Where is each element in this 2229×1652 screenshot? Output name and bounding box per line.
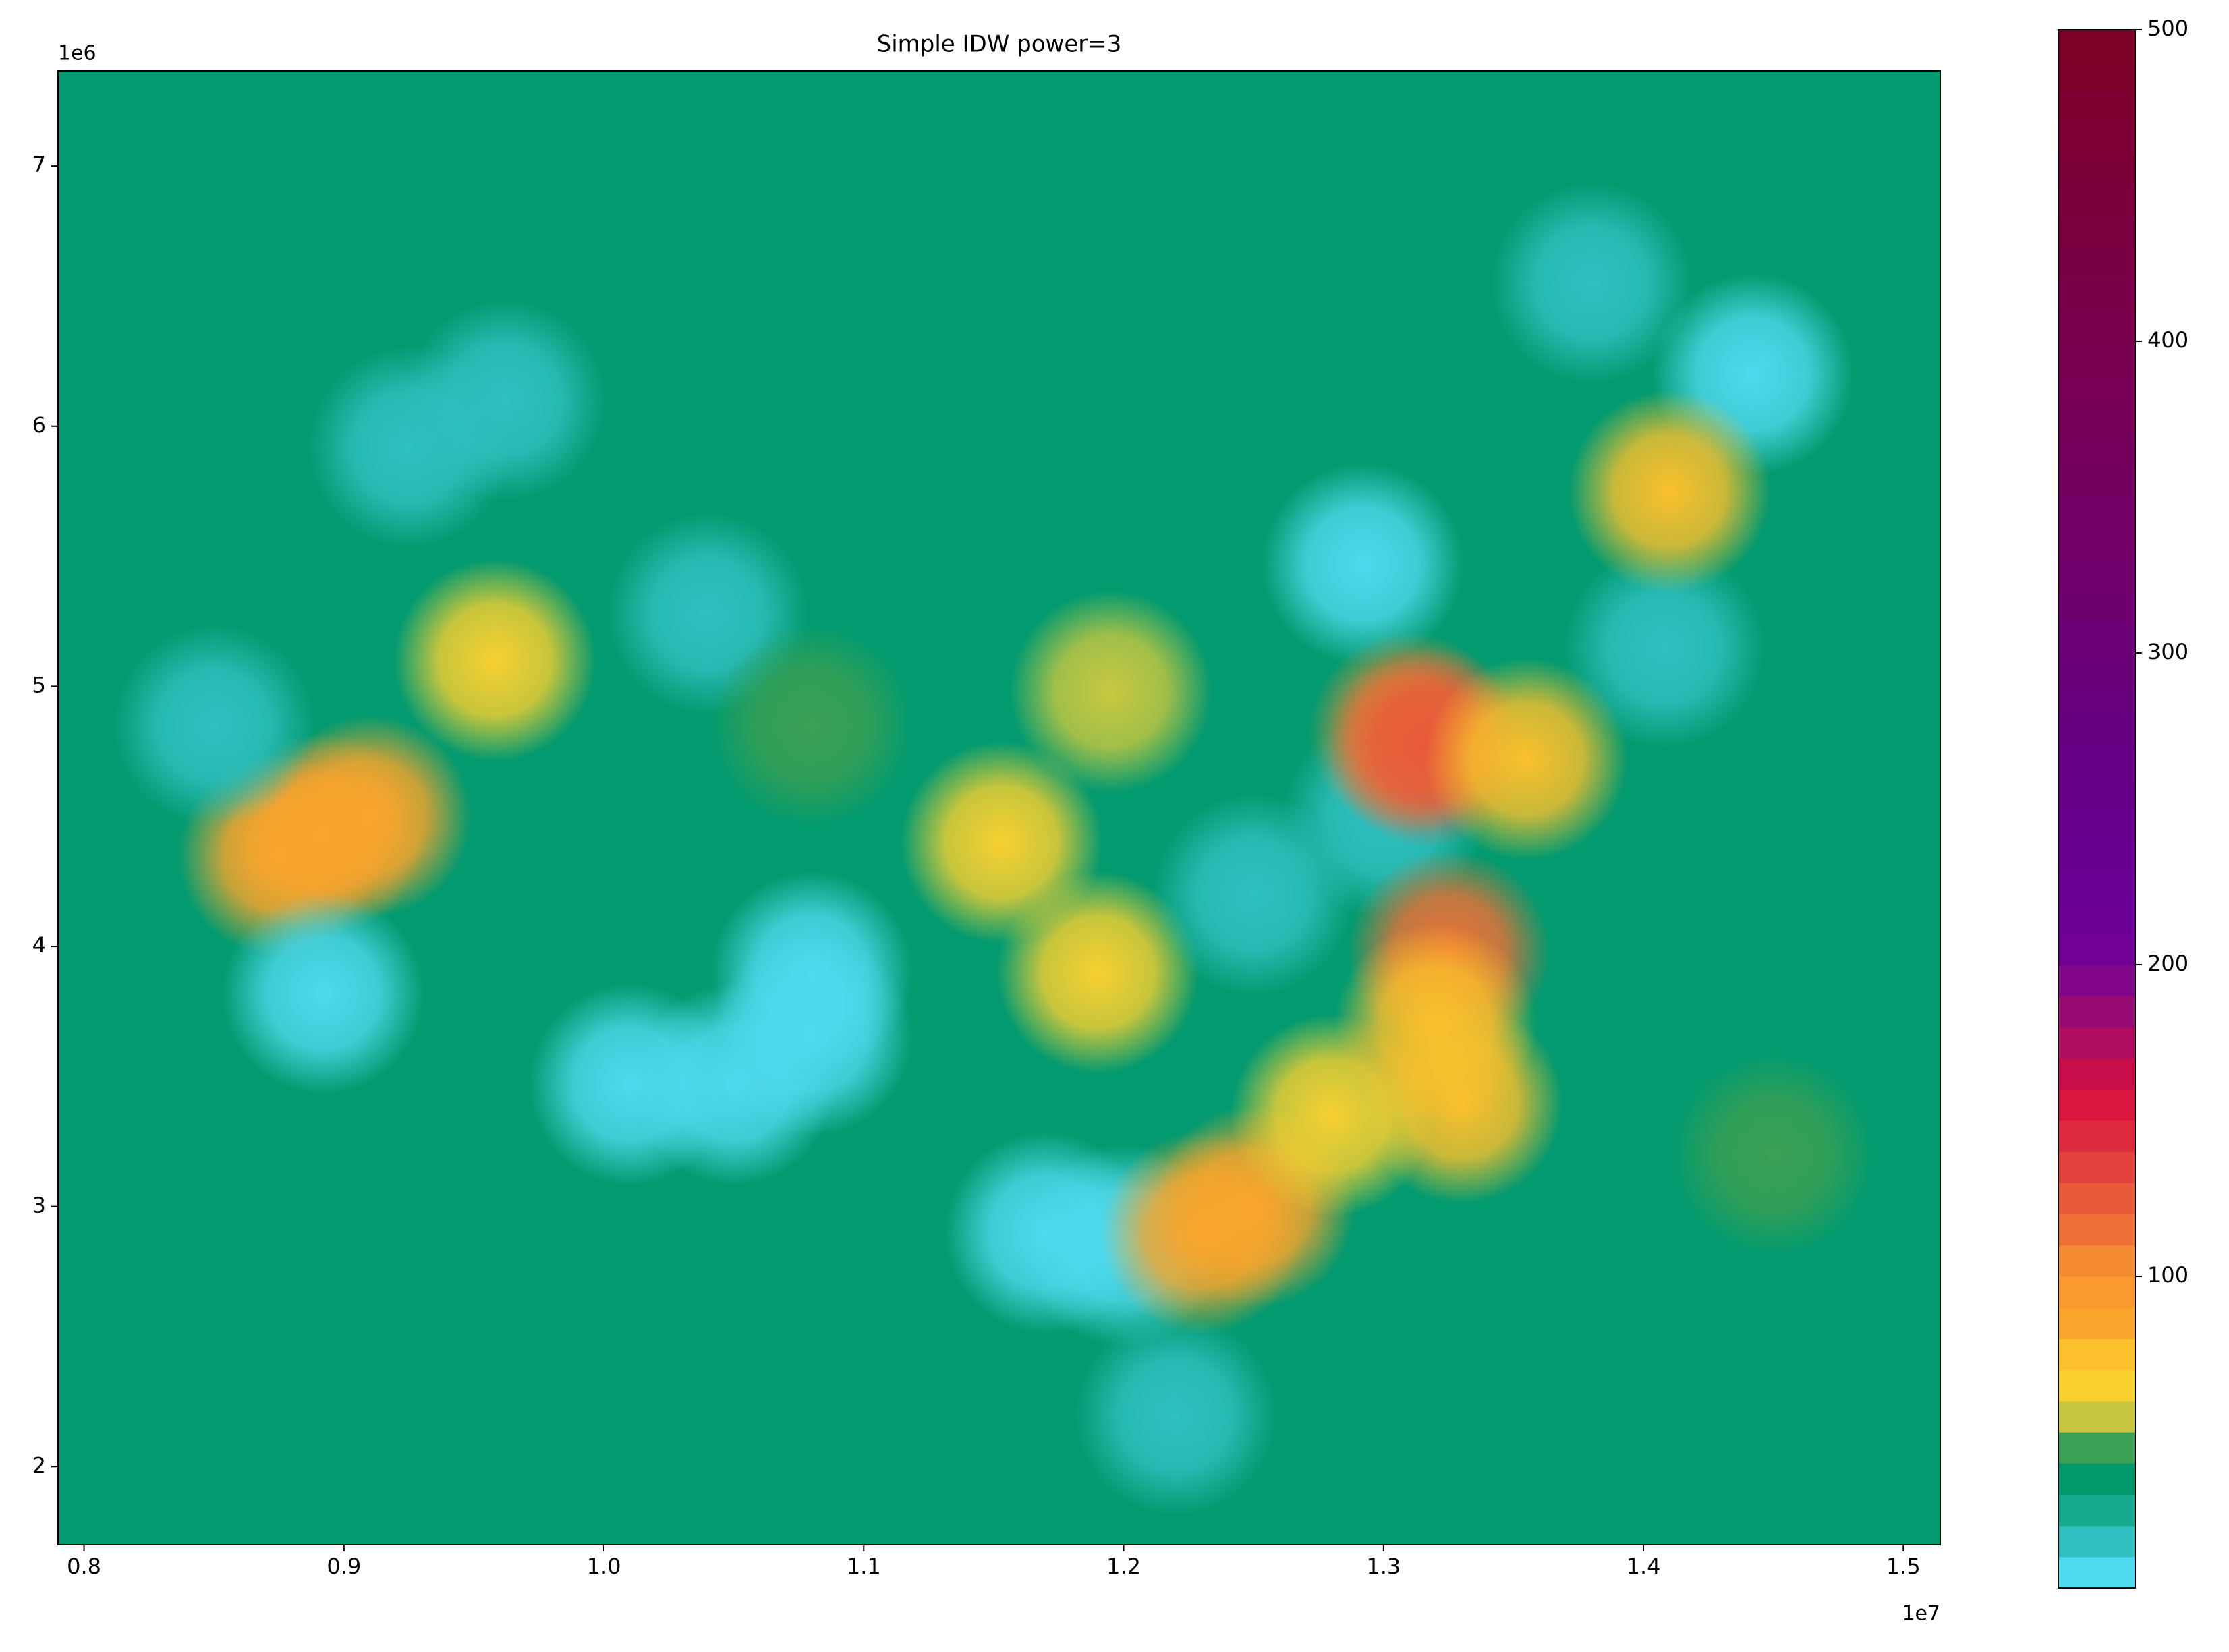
- colorbar-band: [2058, 1494, 2135, 1527]
- plot-frame: [57, 70, 1941, 1545]
- data-point: [1334, 923, 1537, 1126]
- y-tick-label: 2: [32, 1452, 46, 1478]
- colorbar-band: [2058, 434, 2135, 467]
- colorbar-band: [2058, 653, 2135, 685]
- colorbar-band: [2058, 372, 2135, 404]
- colorbar-band: [2058, 217, 2135, 248]
- colorbar-band: [2058, 1369, 2135, 1402]
- colorbar-band: [2058, 1151, 2135, 1183]
- colorbar-band: [2058, 1089, 2135, 1121]
- colorbar-band: [2058, 1307, 2135, 1339]
- colorbar-band: [2058, 809, 2135, 841]
- colorbar-band: [2058, 715, 2135, 747]
- colorbar-band: [2058, 1276, 2135, 1308]
- colorbar-band: [2058, 465, 2135, 498]
- colorbar-tick-label: 500: [2147, 16, 2189, 41]
- data-point: [393, 559, 596, 762]
- colorbar-band: [2058, 590, 2135, 623]
- colorbar-band: [2058, 154, 2135, 186]
- data-point: [1490, 181, 1693, 384]
- colorbar-band: [2058, 92, 2135, 124]
- data-point: [1152, 793, 1355, 996]
- colorbar-band: [2058, 1245, 2135, 1277]
- colorbar-band: [2058, 1183, 2135, 1215]
- colorbar-band: [2058, 123, 2135, 155]
- contour-field: [113, 181, 1875, 1516]
- y-tick-label: 5: [32, 672, 46, 697]
- data-point: [1562, 546, 1766, 749]
- colorbar-band: [2058, 840, 2135, 872]
- colorbar-band: [2058, 1058, 2135, 1090]
- chart-title: Simple IDW power=3: [877, 31, 1122, 58]
- colorbar-band: [2058, 902, 2135, 934]
- colorbar-band: [2058, 965, 2135, 996]
- x-tick-label: 1.0: [587, 1554, 621, 1579]
- data-point: [710, 624, 913, 827]
- colorbar-band: [2058, 996, 2135, 1027]
- colorbar-band: [2058, 341, 2135, 373]
- colorbar-band: [2058, 559, 2135, 592]
- data-point: [221, 892, 424, 1095]
- colorbar-band: [2058, 279, 2135, 311]
- y-tick-label: 7: [32, 152, 46, 177]
- colorbar-band: [2058, 528, 2135, 560]
- data-point: [1009, 590, 1212, 793]
- colorbar-band: [2058, 403, 2135, 436]
- x-tick-label: 0.8: [67, 1554, 101, 1579]
- colorbar-band: [2058, 1432, 2135, 1464]
- colorbar-frame: [2058, 29, 2136, 1589]
- x-offset-label: 1e7: [1902, 1602, 1940, 1626]
- colorbar-tick-label: 200: [2147, 950, 2189, 976]
- x-tick-label: 1.1: [847, 1554, 881, 1579]
- colorbar-band: [2058, 777, 2135, 809]
- x-tick-label: 1.4: [1627, 1554, 1661, 1579]
- colorbar-tick-label: 300: [2147, 639, 2189, 664]
- data-point: [1672, 1053, 1875, 1256]
- colorbar-band: [2058, 1214, 2135, 1246]
- data-point: [1425, 658, 1628, 861]
- data-point: [1074, 1313, 1277, 1516]
- data-point: [269, 715, 472, 918]
- x-tick-label: 1.5: [1886, 1554, 1921, 1579]
- colorbar-band: [2058, 61, 2135, 92]
- colorbar-band: [2058, 746, 2135, 778]
- y-tick-label: 3: [32, 1193, 46, 1218]
- colorbar-band: [2058, 621, 2135, 654]
- colorbar-band: [2058, 497, 2135, 529]
- x-tick-label: 1.3: [1366, 1554, 1401, 1579]
- y-tick-label: 4: [32, 932, 46, 958]
- x-tick-label: 1.2: [1106, 1554, 1141, 1579]
- colorbar-tick-label: 100: [2147, 1262, 2189, 1288]
- data-point: [710, 871, 913, 1074]
- colorbar-band: [2058, 1027, 2135, 1059]
- colorbar-band: [2058, 871, 2135, 903]
- y-offset-label: 1e6: [58, 42, 96, 65]
- colorbar-band: [2058, 933, 2135, 965]
- data-point: [1261, 463, 1464, 666]
- data-point: [1568, 390, 1771, 593]
- colorbar-band: [2058, 1338, 2135, 1371]
- y-tick-label: 6: [32, 412, 46, 438]
- colorbar-band: [2058, 1120, 2135, 1152]
- colorbar-tick-label: 400: [2147, 327, 2189, 353]
- colorbar-band: [2058, 1463, 2135, 1495]
- data-point: [900, 741, 1103, 944]
- colorbar-band: [2058, 1400, 2135, 1433]
- data-point: [113, 624, 316, 827]
- colorbar-band: [2058, 684, 2135, 716]
- colorbar-band: [2058, 30, 2135, 61]
- data-point: [944, 1131, 1147, 1334]
- colorbar-band: [2058, 1556, 2135, 1589]
- colorbar-band: [2058, 248, 2135, 280]
- colorbar-band: [2058, 186, 2135, 217]
- x-tick-label: 0.9: [327, 1554, 361, 1579]
- data-point: [403, 299, 606, 502]
- colorbar-band: [2058, 1525, 2135, 1558]
- colorbar-band: [2058, 310, 2135, 342]
